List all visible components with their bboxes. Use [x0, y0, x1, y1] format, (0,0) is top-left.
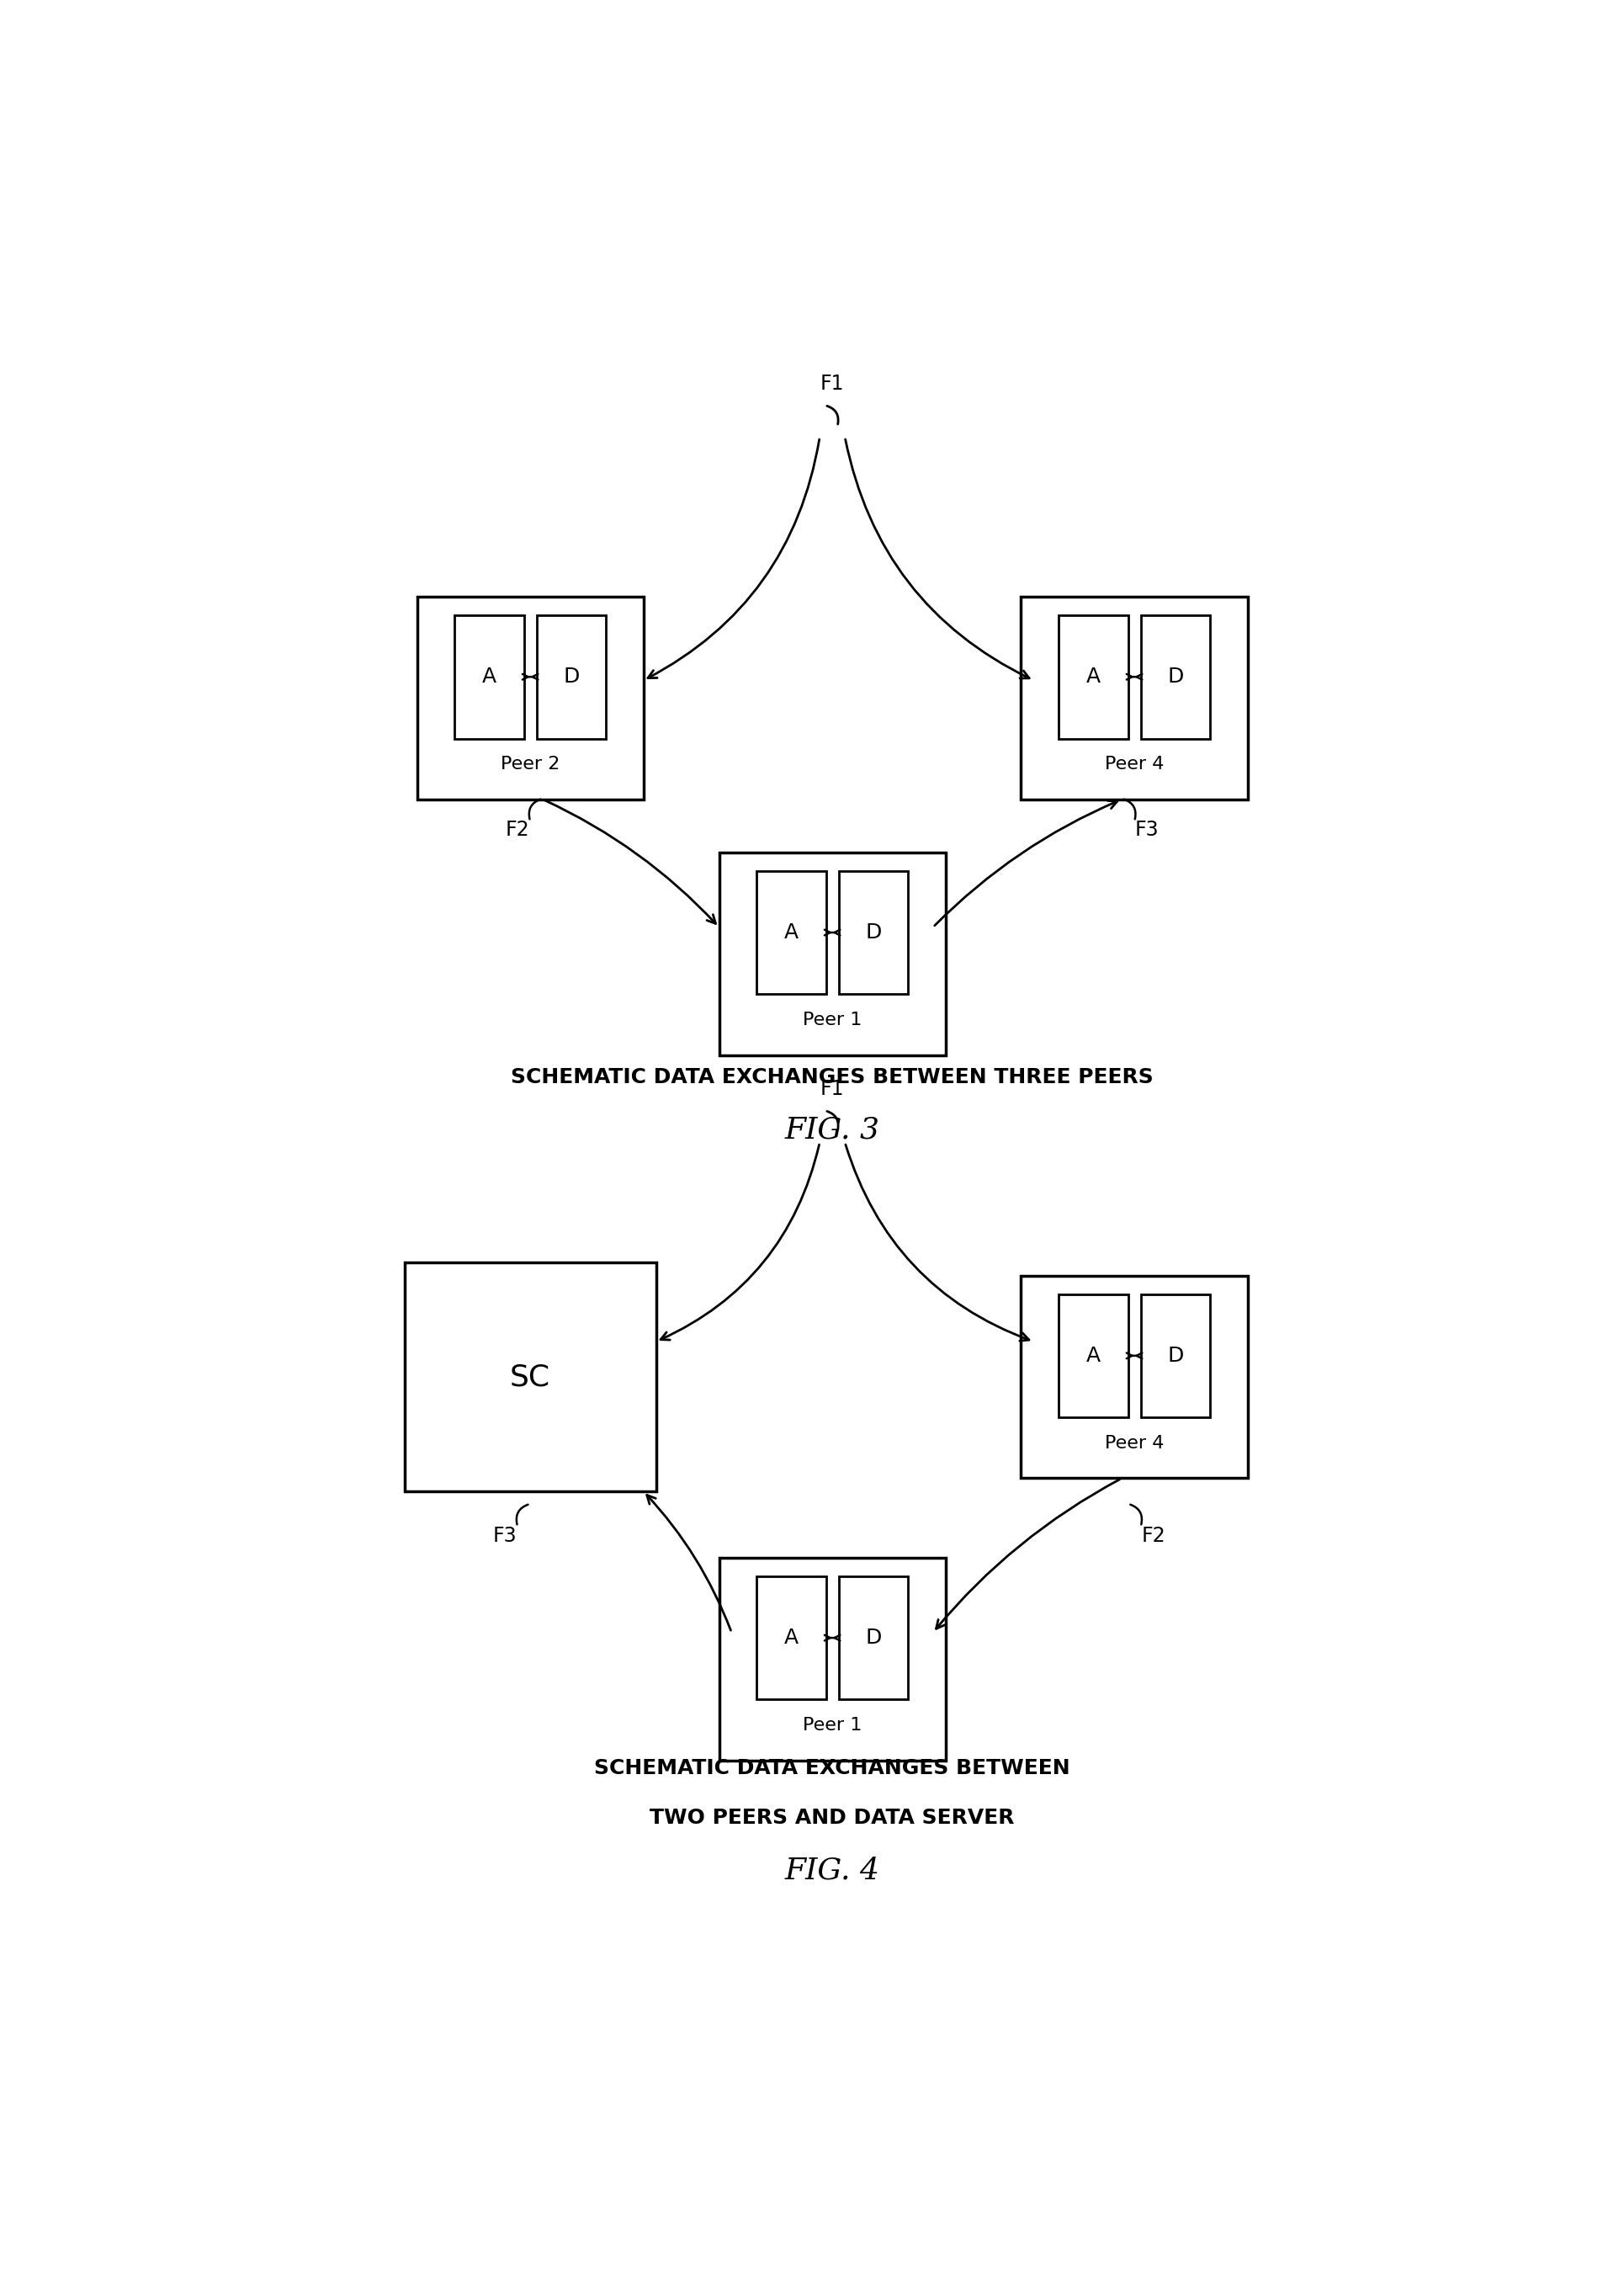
Bar: [1021, 598, 1247, 799]
Text: F2: F2: [505, 820, 529, 840]
Text: D: D: [866, 1628, 882, 1649]
Text: A: A: [482, 666, 497, 687]
Bar: [536, 616, 606, 740]
Text: FIG. 4: FIG. 4: [784, 1857, 880, 1885]
Text: SC: SC: [510, 1363, 551, 1390]
Bar: [757, 1576, 827, 1699]
Text: F1: F1: [820, 1079, 844, 1099]
Text: F1: F1: [820, 373, 844, 394]
Bar: [455, 616, 525, 740]
Bar: [417, 598, 643, 799]
Text: A: A: [1086, 666, 1101, 687]
Text: SCHEMATIC DATA EXCHANGES BETWEEN THREE PEERS: SCHEMATIC DATA EXCHANGES BETWEEN THREE P…: [512, 1067, 1153, 1088]
Text: D: D: [1168, 666, 1184, 687]
Text: TWO PEERS AND DATA SERVER: TWO PEERS AND DATA SERVER: [650, 1807, 1015, 1827]
Text: FIG. 3: FIG. 3: [784, 1115, 880, 1145]
Bar: [719, 1557, 945, 1761]
Text: D: D: [564, 666, 580, 687]
Bar: [1059, 1294, 1129, 1418]
Bar: [757, 870, 827, 994]
Text: D: D: [866, 923, 882, 943]
Text: F3: F3: [1135, 820, 1160, 840]
Text: SCHEMATIC DATA EXCHANGES BETWEEN: SCHEMATIC DATA EXCHANGES BETWEEN: [594, 1759, 1070, 1779]
Bar: [838, 1576, 908, 1699]
Text: A: A: [1086, 1347, 1101, 1365]
Text: Peer 1: Peer 1: [802, 1718, 862, 1734]
Text: Peer 1: Peer 1: [802, 1012, 862, 1028]
Bar: [719, 852, 945, 1056]
Text: F2: F2: [1142, 1525, 1166, 1546]
Text: D: D: [1168, 1347, 1184, 1365]
Text: A: A: [784, 1628, 799, 1649]
Text: Peer 4: Peer 4: [1104, 1434, 1164, 1452]
Bar: [1140, 616, 1210, 740]
Text: Peer 4: Peer 4: [1104, 756, 1164, 772]
Bar: [1140, 1294, 1210, 1418]
Text: Peer 2: Peer 2: [500, 756, 560, 772]
Text: F3: F3: [494, 1525, 516, 1546]
Text: A: A: [784, 923, 799, 943]
Bar: [404, 1262, 656, 1491]
Bar: [1021, 1276, 1247, 1479]
Bar: [1059, 616, 1129, 740]
Bar: [838, 870, 908, 994]
